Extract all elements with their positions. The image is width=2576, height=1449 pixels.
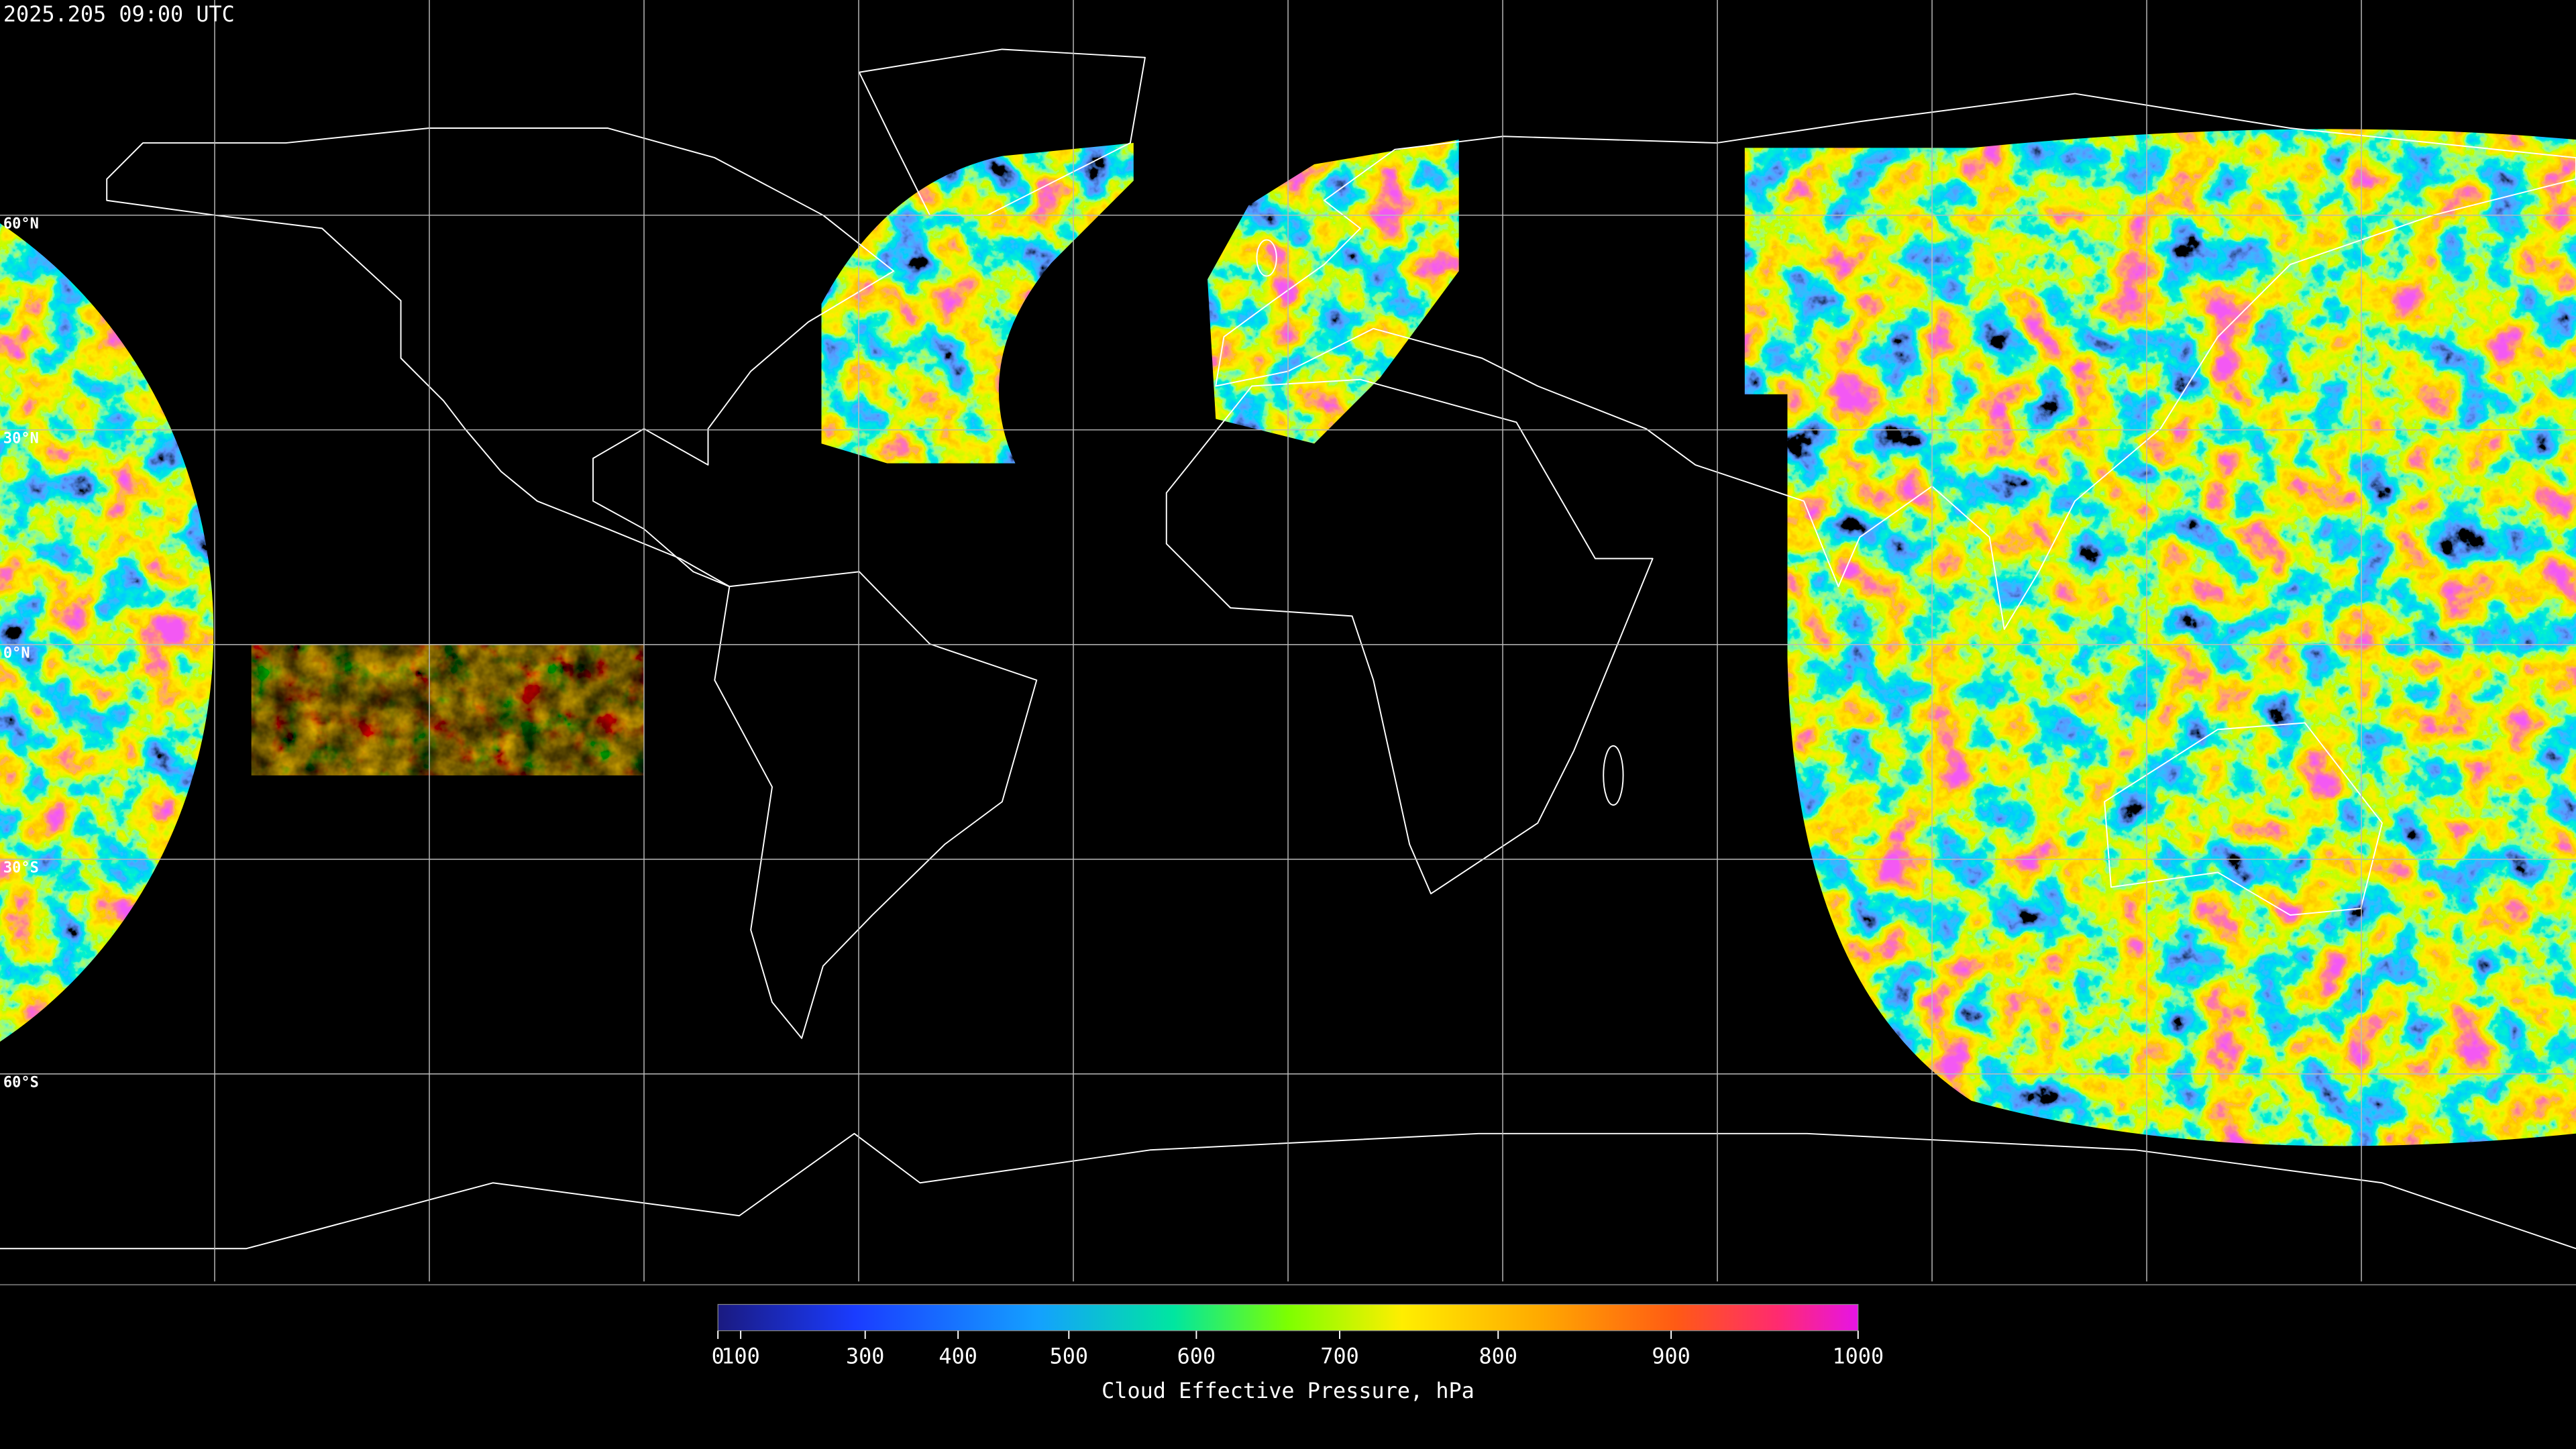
colorbar-tick-label: 500 bbox=[1050, 1344, 1089, 1369]
coast-south-america bbox=[714, 571, 1038, 1039]
latitude-label: 60°N bbox=[3, 215, 39, 232]
coast-africa bbox=[1165, 378, 1654, 895]
latitude-label: 30°N bbox=[3, 430, 39, 447]
coast-eurasia bbox=[1215, 93, 2576, 630]
colorbar-tick-label: 600 bbox=[1177, 1344, 1216, 1369]
colorbar-tick-label: 300 bbox=[846, 1344, 885, 1369]
colorbar-tick-label: 100 bbox=[721, 1344, 760, 1369]
colorbar-tick-label: 400 bbox=[938, 1344, 977, 1369]
cloud-data bbox=[0, 129, 2576, 1146]
colorbar-tick-label: 1000 bbox=[1832, 1344, 1884, 1369]
latitude-label: 30°S bbox=[3, 859, 39, 876]
latitude-label: 60°S bbox=[3, 1074, 39, 1091]
coast-north-america bbox=[106, 127, 895, 588]
cloud-swath-east bbox=[1744, 129, 2576, 1146]
colorbar-tick-label: 0 bbox=[712, 1344, 724, 1369]
coast-antarctica bbox=[0, 1132, 2576, 1250]
graticule: 60°N 30°N 0°N 30°S 60°S bbox=[0, 0, 2576, 1282]
colorbar-tick-label: 800 bbox=[1479, 1344, 1518, 1369]
cloud-swath-pacific bbox=[251, 644, 645, 775]
colorbar-tick-label: 700 bbox=[1320, 1344, 1359, 1369]
cloud-swath-atlantic bbox=[821, 143, 1134, 464]
latitude-label: 0°N bbox=[3, 645, 30, 661]
coast-madagascar bbox=[1603, 745, 1624, 806]
colorbar-tick-label: 900 bbox=[1652, 1344, 1690, 1369]
timestamp: 2025.205 09:00 UTC bbox=[3, 1, 235, 27]
cloud-swath-west bbox=[0, 223, 214, 1042]
coast-britain bbox=[1256, 239, 1277, 277]
colorbar bbox=[717, 1303, 1859, 1332]
colorbar-label: Cloud Effective Pressure, hPa bbox=[1102, 1378, 1474, 1403]
